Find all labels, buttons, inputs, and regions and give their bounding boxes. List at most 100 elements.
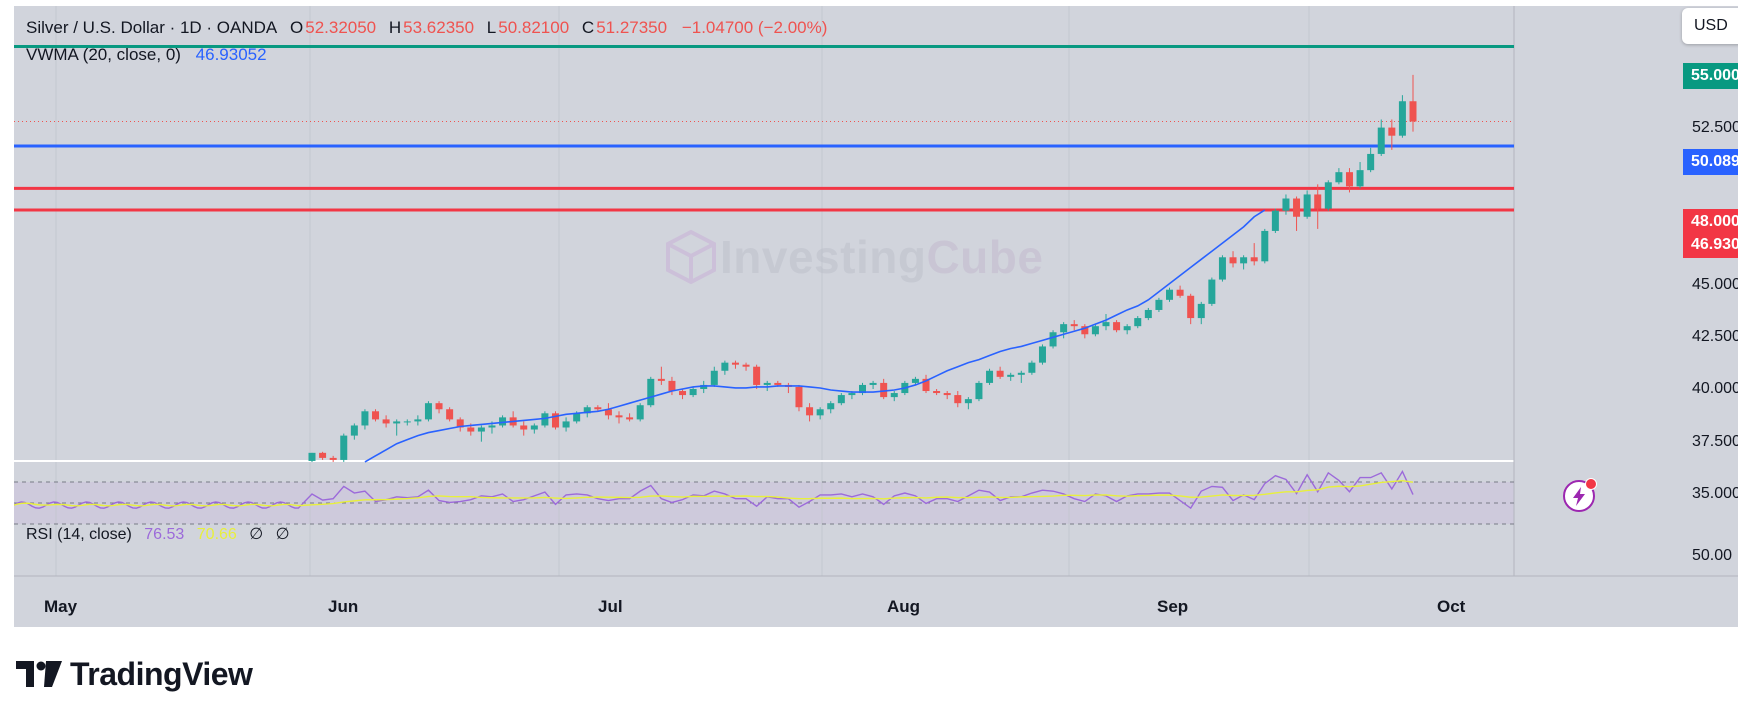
price-label-50089: 50.089	[1683, 149, 1738, 175]
candle-body	[657, 378, 665, 381]
candle-body	[1229, 257, 1237, 264]
candle-body	[562, 421, 570, 428]
x-tick-oct: Oct	[1437, 597, 1466, 616]
x-tick-jul: Jul	[598, 597, 623, 616]
candle-body	[551, 413, 559, 428]
candle-body	[1070, 324, 1078, 327]
rsi-ma-line	[14, 479, 1414, 507]
candle-body	[806, 407, 814, 416]
investingcube-watermark: InvestingCube	[662, 228, 1043, 286]
candle-body	[414, 419, 422, 422]
candle-body	[880, 382, 888, 398]
candle-body	[1250, 257, 1258, 262]
candle-body	[350, 425, 358, 436]
high-value: 53.62350	[403, 18, 475, 37]
candle-body	[964, 399, 972, 404]
rsi-name[interactable]: RSI (14, close)	[26, 526, 132, 543]
chart-canvas[interactable]	[14, 6, 1738, 627]
candle-body	[1060, 324, 1068, 333]
watermark-part2: Cube	[926, 231, 1044, 283]
candle-body	[1155, 299, 1163, 310]
candle-body	[1197, 303, 1205, 319]
candle-body	[1335, 172, 1343, 183]
candle-body	[710, 370, 718, 385]
candle-body	[1282, 198, 1290, 211]
candle-body	[1345, 172, 1353, 187]
candle-body	[583, 407, 591, 414]
symbol-ohlc-legend: Silver / U.S. Dollar · 1D · OANDA O 52.32…	[26, 18, 829, 38]
candle-body	[795, 386, 803, 408]
candle-body	[1113, 322, 1121, 331]
candle-body	[1367, 153, 1375, 171]
candle-body	[922, 378, 930, 392]
candle-body	[573, 413, 581, 422]
candle-body	[848, 393, 856, 396]
candle-body	[1187, 295, 1195, 319]
candle-body	[1208, 279, 1216, 304]
candle-body	[1388, 127, 1396, 136]
vwma-legend: VWMA (20, close, 0) 46.93052	[26, 45, 269, 65]
candle-body	[933, 391, 941, 394]
candle-body	[1240, 257, 1248, 264]
lightning-alert-icon[interactable]	[1563, 478, 1597, 512]
candle-body	[837, 395, 845, 404]
close-label: C	[581, 18, 595, 37]
candle-body	[435, 403, 443, 410]
candle-body	[1123, 326, 1131, 331]
y-tick: 37.500	[1692, 433, 1738, 450]
candle-body	[477, 427, 485, 432]
x-tick-may: May	[44, 597, 78, 616]
candle-body	[594, 407, 602, 410]
candle-body	[1166, 289, 1174, 300]
rsi-y-tick: 50.00	[1692, 547, 1733, 564]
candle-body	[954, 395, 962, 404]
candle-body	[1218, 257, 1226, 280]
currency-button[interactable]: USD	[1682, 8, 1738, 44]
candle-body	[361, 411, 369, 426]
candle-body	[499, 417, 507, 426]
chart-frame[interactable]: InvestingCube Silver / U.S. Dollar · 1D …	[14, 6, 1738, 627]
candle-body	[1293, 198, 1301, 217]
y-tick: 35.000	[1692, 485, 1738, 502]
tradingview-brand: TradingView	[70, 655, 253, 692]
low-label: L	[486, 18, 497, 37]
candle-body	[1144, 309, 1152, 319]
candle-body	[975, 382, 983, 400]
watermark-text: InvestingCube	[720, 230, 1043, 284]
candle-body	[986, 370, 994, 383]
price-axis-bg	[1514, 6, 1738, 576]
candle-body	[1377, 127, 1385, 154]
price-label-48: 48.000	[1683, 209, 1738, 235]
candle-body	[679, 391, 687, 396]
watermark-part1: Investing	[720, 231, 927, 283]
high-label: H	[388, 18, 402, 37]
candle-body	[1409, 101, 1417, 122]
rsi-line	[14, 470, 1414, 510]
candle-body	[731, 362, 739, 365]
candle-body	[541, 413, 549, 426]
candle-body	[329, 457, 337, 460]
close-value: 51.27350	[596, 18, 668, 37]
vwma-name[interactable]: VWMA (20, close, 0)	[26, 45, 181, 64]
candle-body	[424, 403, 432, 420]
candle-body	[488, 425, 496, 428]
candle-body	[859, 384, 866, 394]
y-tick: 45.000	[1692, 276, 1738, 293]
candle-body	[816, 409, 824, 416]
open-label: O	[290, 18, 304, 37]
rsi-ma-value: 70.66	[196, 526, 237, 543]
candle-body	[1356, 170, 1364, 187]
symbol-title[interactable]: Silver / U.S. Dollar · 1D · OANDA	[26, 18, 278, 37]
open-value: 52.32050	[305, 18, 377, 37]
rsi-extra-2: ∅	[275, 526, 290, 543]
candle-body	[774, 382, 782, 385]
candle-body	[1081, 326, 1089, 335]
rsi-legend: RSI (14, close) 76.53 70.66 ∅ ∅	[26, 524, 290, 544]
y-tick: 42.500	[1692, 328, 1738, 345]
candle-body	[647, 378, 655, 406]
candle-body	[1303, 194, 1311, 217]
tradingview-logo[interactable]: TradingView	[16, 654, 253, 694]
x-tick-aug: Aug	[887, 597, 921, 616]
candle-body	[911, 378, 919, 383]
candle-body	[689, 388, 697, 396]
